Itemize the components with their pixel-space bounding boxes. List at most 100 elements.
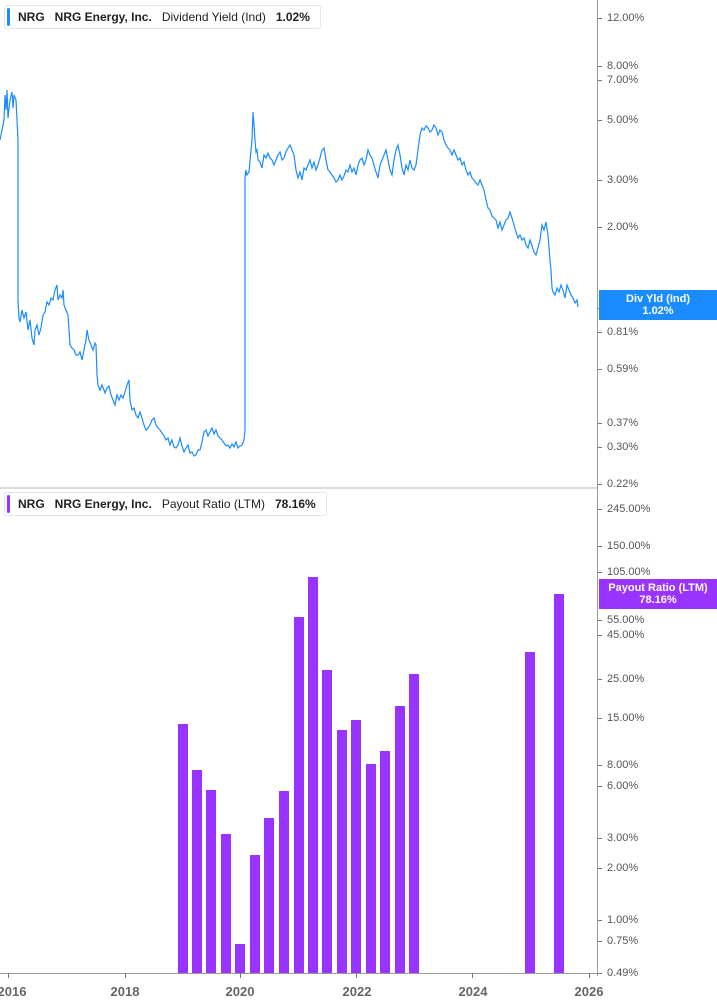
y-axis-label: 3.00% <box>607 832 639 844</box>
payout-bar[interactable] <box>554 594 564 973</box>
y-tick <box>598 423 602 424</box>
y-tick <box>598 765 602 766</box>
payout-bar[interactable] <box>366 764 376 973</box>
y-tick <box>598 786 602 787</box>
payout-bar[interactable] <box>264 818 274 973</box>
badge-label: Payout Ratio (LTM) <box>608 582 708 594</box>
y-tick <box>598 679 602 680</box>
y-axis-line <box>597 0 598 976</box>
x-tick <box>472 973 473 978</box>
y-axis-label: 0.37% <box>607 417 639 429</box>
y-axis-label: 7.00% <box>607 74 639 86</box>
payout-bar[interactable] <box>178 724 188 973</box>
y-axis-label: 6.00% <box>607 780 639 792</box>
y-axis-label: 0.59% <box>607 363 639 375</box>
legend-metric: Dividend Yield (Ind) <box>161 10 266 24</box>
payout-bar[interactable] <box>525 652 535 973</box>
payout-bar[interactable] <box>308 577 318 973</box>
legend-value: 78.16% <box>274 497 316 511</box>
x-axis-label: 2016 <box>0 984 27 999</box>
payout-bar[interactable] <box>395 706 405 973</box>
y-axis-label: 2.00% <box>607 862 639 874</box>
y-axis-label: 2.00% <box>607 221 639 233</box>
y-tick <box>598 227 602 228</box>
y-tick <box>598 509 602 510</box>
y-axis-label: 12.00% <box>607 12 645 24</box>
payout-bar[interactable] <box>409 674 419 973</box>
y-axis-label: 0.49% <box>607 967 639 979</box>
x-axis-label: 2022 <box>342 984 372 999</box>
payout-bar[interactable] <box>294 617 304 973</box>
y-tick <box>598 838 602 839</box>
y-tick <box>598 572 602 573</box>
y-axis-label: 105.00% <box>607 566 651 578</box>
y-axis-label: 245.00% <box>607 503 651 515</box>
badge-value: 78.16% <box>639 594 677 606</box>
payout-bar[interactable] <box>250 855 260 973</box>
x-axis-line <box>0 973 598 974</box>
payout-bar[interactable] <box>351 720 361 973</box>
y-tick <box>598 635 602 636</box>
y-tick <box>598 941 602 942</box>
y-axis-label: 150.00% <box>607 540 651 552</box>
panel-divider[interactable] <box>0 487 598 489</box>
payout-bar[interactable] <box>235 944 245 973</box>
y-axis-label: 8.00% <box>607 60 639 72</box>
y-tick <box>598 332 602 333</box>
y-tick <box>598 718 602 719</box>
y-axis-label: 25.00% <box>607 673 645 685</box>
dividend-yield-line <box>0 89 579 457</box>
payout-bar[interactable] <box>221 834 231 973</box>
legend-value: 1.02% <box>275 10 310 24</box>
y-tick <box>598 369 602 370</box>
y-axis-label: 55.00% <box>607 614 645 626</box>
dividend-yield-badge: Div Yld (Ind) 1.02% <box>599 290 717 320</box>
y-tick <box>598 868 602 869</box>
payout-bar[interactable] <box>192 770 202 973</box>
y-tick <box>598 484 602 485</box>
x-tick <box>240 973 241 978</box>
payout-bar[interactable] <box>380 751 390 973</box>
legend-color-swatch <box>7 8 10 26</box>
dividend-yield-legend[interactable]: NRG NRG Energy, Inc. Dividend Yield (Ind… <box>4 5 321 29</box>
y-tick <box>598 447 602 448</box>
x-tick <box>589 973 590 978</box>
legend-ticker: NRG <box>18 497 45 511</box>
y-axis-label: 45.00% <box>607 629 645 641</box>
legend-color-swatch <box>7 495 10 513</box>
y-axis-label: 0.30% <box>607 441 639 453</box>
legend-company: NRG Energy, Inc. <box>54 497 152 511</box>
x-axis-label: 2018 <box>110 984 140 999</box>
payout-bar[interactable] <box>337 730 347 973</box>
y-tick <box>598 66 602 67</box>
y-tick <box>598 180 602 181</box>
x-axis-label: 2020 <box>225 984 255 999</box>
badge-label: Div Yld (Ind) <box>626 293 690 305</box>
plot-area[interactable] <box>0 0 598 1005</box>
x-tick <box>356 973 357 978</box>
y-tick <box>598 920 602 921</box>
y-axis-label: 5.00% <box>607 114 639 126</box>
y-axis-label: 8.00% <box>607 759 639 771</box>
payout-bar[interactable] <box>279 791 289 973</box>
x-axis-label: 2026 <box>574 984 604 999</box>
y-tick <box>598 120 602 121</box>
y-tick <box>598 546 602 547</box>
badge-value: 1.02% <box>642 305 674 317</box>
y-axis-label: 0.22% <box>607 478 639 490</box>
x-tick <box>125 973 126 978</box>
y-tick <box>598 80 602 81</box>
x-tick <box>8 973 9 978</box>
legend-metric: Payout Ratio (LTM) <box>161 497 265 511</box>
y-axis-label: 1.00% <box>607 914 639 926</box>
payout-ratio-legend[interactable]: NRG NRG Energy, Inc. Payout Ratio (LTM) … <box>4 492 327 516</box>
payout-bar[interactable] <box>322 670 332 973</box>
payout-ratio-badge: Payout Ratio (LTM) 78.16% <box>599 579 717 609</box>
x-axis-label: 2024 <box>458 984 488 999</box>
y-tick <box>598 973 602 974</box>
y-axis-label: 15.00% <box>607 712 645 724</box>
legend-company: NRG Energy, Inc. <box>54 10 152 24</box>
y-axis-label: 0.75% <box>607 935 639 947</box>
payout-bar[interactable] <box>206 790 216 973</box>
